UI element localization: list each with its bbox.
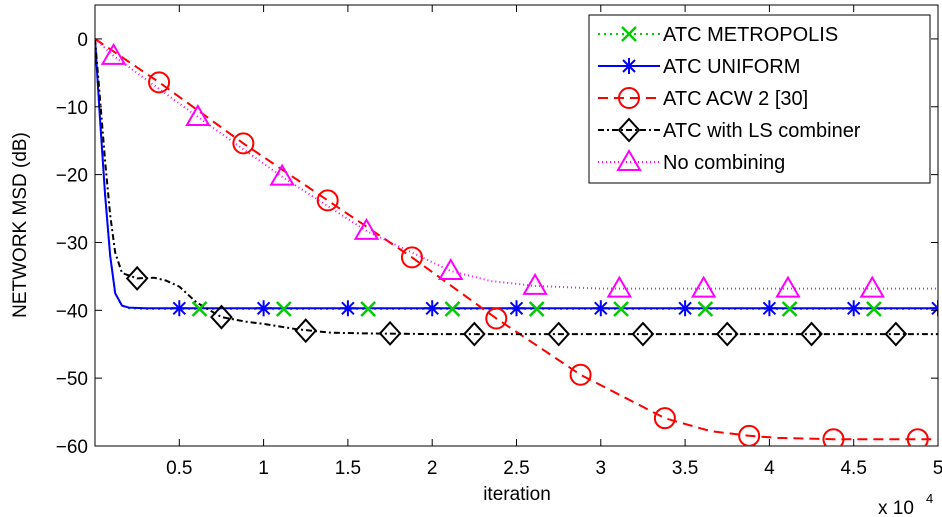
data-point-atc-uniform — [761, 300, 778, 317]
data-point-atc-with-ls-combiner — [547, 321, 571, 347]
legend-marker-atc-metropolis — [621, 26, 637, 42]
data-point-atc-acw-2-30 — [569, 363, 592, 386]
series-line-atc-with-ls-combiner — [95, 38, 938, 336]
data-point-atc-with-ls-combiner — [800, 321, 823, 347]
data-point-atc-uniform — [171, 300, 188, 317]
data-point-no-combining — [269, 163, 295, 186]
data-point-atc-metropolis — [444, 301, 461, 317]
data-point-no-combining — [438, 257, 464, 280]
x-tick-label: 4 — [764, 458, 775, 479]
data-point-atc-metropolis — [781, 301, 798, 317]
data-point-atc-acw-2-30 — [485, 307, 508, 330]
x-tick-label: 1 — [258, 458, 269, 479]
data-point-no-combining — [353, 217, 380, 240]
x-tick-label: 3.5 — [672, 458, 698, 479]
data-point-atc-metropolis — [275, 301, 292, 317]
legend-label-atc-acw-2-30: ATC ACW 2 [30] — [663, 88, 808, 110]
tick-layer: 0.5 1 1.5 2 2.5 3 3.5 4 4.5 5 0 −10 −20 −30 −40 −50 −60 — [56, 5, 942, 479]
legend-label-atc-uniform: ATC UNIFORM — [663, 56, 800, 78]
data-point-atc-acw-2-30 — [822, 428, 845, 446]
series-line-atc-acw-2-30 — [95, 38, 938, 441]
x-tick-label: 1.5 — [335, 458, 361, 479]
data-point-atc-metropolis — [360, 301, 377, 317]
data-point-atc-with-ls-combiner — [125, 265, 149, 291]
data-point-atc-acw-2-30 — [653, 407, 676, 430]
legend-label-atc-metropolis: ATC METROPOLIS — [663, 24, 838, 46]
y-tick-label: 0 — [77, 30, 88, 51]
y-tick-label: −30 — [56, 233, 88, 254]
data-point-no-combining — [606, 275, 633, 298]
data-point-atc-uniform — [930, 300, 938, 317]
data-point-atc-uniform — [845, 300, 862, 317]
data-point-no-combining — [690, 275, 717, 298]
data-point-atc-acw-2-30 — [400, 246, 423, 269]
x-tick-label: 2 — [427, 458, 438, 479]
legend-marker-atc-with-ls-combiner — [617, 117, 641, 143]
y-tick-label: −10 — [56, 98, 88, 119]
y-tick-label: −40 — [56, 301, 88, 322]
x-tick-label: 4.5 — [840, 458, 866, 479]
legend-marker-no-combining — [616, 149, 642, 171]
y-axis-label: NETWORK MSD (dB) — [10, 132, 31, 318]
data-point-atc-uniform — [677, 300, 694, 317]
marker-layer — [100, 42, 938, 446]
series-line-atc-uniform — [95, 38, 938, 310]
y-tick-label: −50 — [56, 369, 88, 390]
x-multiplier-exponent: 4 — [926, 491, 933, 506]
x-tick-label: 5 — [933, 458, 942, 479]
data-point-atc-with-ls-combiner — [378, 320, 402, 346]
data-point-atc-metropolis — [528, 301, 545, 317]
data-point-no-combining — [859, 275, 885, 298]
data-point-atc-metropolis — [613, 301, 629, 317]
data-point-atc-acw-2-30 — [738, 424, 761, 446]
data-point-atc-acw-2-30 — [148, 71, 171, 94]
data-point-atc-with-ls-combiner — [884, 321, 908, 347]
data-point-atc-with-ls-combiner — [715, 321, 739, 347]
data-point-no-combining — [185, 103, 211, 126]
x-multiplier-label: x 10 — [878, 498, 914, 517]
data-point-atc-metropolis — [866, 301, 882, 317]
data-point-atc-with-ls-combiner — [210, 304, 233, 330]
data-point-atc-metropolis — [697, 301, 714, 317]
legend-label-atc-with-ls-combiner: ATC with LS combiner — [663, 120, 861, 142]
legend-box — [588, 14, 931, 184]
y-tick-label: −20 — [56, 166, 88, 187]
x-tick-label: 2.5 — [503, 458, 529, 479]
data-point-atc-with-ls-combiner — [462, 321, 486, 347]
data-point-atc-uniform — [508, 300, 525, 317]
data-point-atc-metropolis — [191, 301, 208, 317]
y-tick-label: −60 — [56, 437, 88, 458]
x-tick-label: 0.5 — [166, 458, 192, 479]
data-point-atc-uniform — [339, 300, 356, 317]
data-point-no-combining — [100, 42, 127, 65]
data-point-atc-with-ls-combiner — [294, 318, 318, 344]
x-axis-label: iteration — [483, 484, 551, 505]
x-tick-label: 3 — [596, 458, 607, 479]
legend-marker-atc-acw-2-30 — [618, 87, 640, 109]
data-point-atc-uniform — [592, 300, 609, 317]
data-point-atc-acw-2-30 — [316, 189, 339, 212]
data-point-atc-with-ls-combiner — [631, 321, 655, 347]
series-layer — [95, 38, 938, 441]
legend-label-no-combining: No combining — [663, 152, 785, 174]
legend: ATC METROPOLIS ATC UNIFORM ATC ACW 2 [30] A… — [588, 14, 931, 184]
data-point-atc-uniform — [424, 300, 441, 317]
data-point-atc-acw-2-30 — [906, 428, 929, 446]
data-point-no-combining — [775, 275, 801, 298]
data-point-atc-acw-2-30 — [232, 132, 255, 155]
data-point-atc-uniform — [255, 300, 272, 317]
legend-marker-atc-uniform — [621, 58, 637, 74]
data-point-no-combining — [522, 272, 548, 295]
